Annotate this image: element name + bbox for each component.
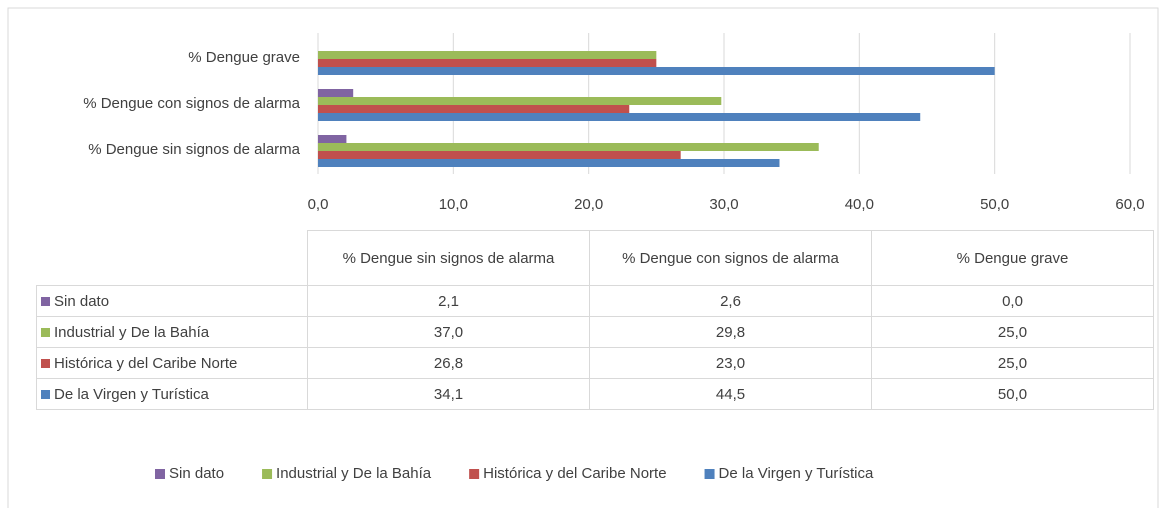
row-header: Industrial y De la Bahía [36,316,308,348]
legend-label: Industrial y De la Bahía [276,465,432,482]
value-cell: 2,6 [589,285,872,317]
row-header: De la Virgen y Turística [36,378,308,410]
header-cell: % Dengue grave [871,230,1154,286]
row-label: Sin dato [54,292,110,310]
cell-text: 0,0 [1002,292,1023,310]
chart-border [7,7,1159,508]
data-table: % Dengue sin signos de alarma % Dengue co… [36,230,1154,410]
bar [318,151,681,159]
row-header: Histórica y del Caribe Norte [36,347,308,379]
bar [318,143,819,151]
legend-label: Sin dato [169,465,224,482]
bar [318,51,657,59]
cell-text: 25,0 [997,354,1028,372]
cell-text: % Dengue sin signos de alarma [342,249,555,267]
swatch [41,358,50,368]
row-label: De la Virgen y Turística [54,385,209,403]
bar [318,67,995,75]
legend-swatch [262,469,273,479]
x-tick-label: 30,0 [709,196,738,213]
legend-label: Histórica y del Caribe Norte [483,465,666,482]
legend-label: De la Virgen y Turística [719,465,874,482]
cell-text: 50,0 [997,385,1028,403]
cell-text: 29,8 [715,323,746,341]
value-cell: 34,1 [307,378,590,410]
value-cell: 37,0 [307,316,590,348]
cell-text: % Dengue con signos de alarma [622,249,839,267]
y-tick-label: % Dengue con signos de alarma [83,95,300,112]
cell-text: 25,0 [997,323,1028,341]
legend-swatch [469,469,480,479]
row-label: Industrial y De la Bahía [54,323,210,341]
value-cell: 25,0 [871,316,1154,348]
legend-swatch [704,469,715,479]
value-cell: 50,0 [871,378,1154,410]
y-tick-label: % Dengue sin signos de alarma [88,141,300,158]
swatch [41,389,50,399]
bar [318,89,354,97]
legend-swatch [155,469,165,479]
row-label: Histórica y del Caribe Norte [54,354,238,372]
header-cell: % Dengue sin signos de alarma [307,230,590,286]
x-tick-label: 0,0 [308,196,329,213]
x-tick-label: 20,0 [574,196,603,213]
bar [318,105,630,113]
bar [318,135,347,143]
value-cell: 25,0 [871,347,1154,379]
row-header: Sin dato [36,285,308,317]
bar [318,97,722,105]
y-tick-label: % Dengue grave [188,49,300,66]
cell-text: 2,6 [720,292,741,310]
bar [318,113,921,121]
header-cell: % Dengue con signos de alarma [589,230,872,286]
x-tick-label: 50,0 [980,196,1009,213]
empty-cell [37,231,308,286]
cell-text: % Dengue grave [956,249,1069,267]
cell-text: 2,1 [438,292,459,310]
bar [318,59,657,67]
value-cell: 44,5 [589,378,872,410]
value-cell: 2,1 [307,285,590,317]
cell-text: 44,5 [715,385,746,403]
swatch [41,327,50,337]
value-cell: 26,8 [307,347,590,379]
value-cell: 0,0 [871,285,1154,317]
x-tick-label: 60,0 [1115,196,1144,213]
bar [318,159,780,167]
cell-text: 34,1 [433,385,464,403]
value-cell: 29,8 [589,316,872,348]
x-tick-label: 10,0 [439,196,468,213]
cell-text: 37,0 [433,323,464,341]
swatch [41,296,50,306]
cell-text: 26,8 [433,354,464,372]
cell-text: 23,0 [715,354,746,372]
value-cell: 23,0 [589,347,872,379]
x-tick-label: 40,0 [845,196,874,213]
